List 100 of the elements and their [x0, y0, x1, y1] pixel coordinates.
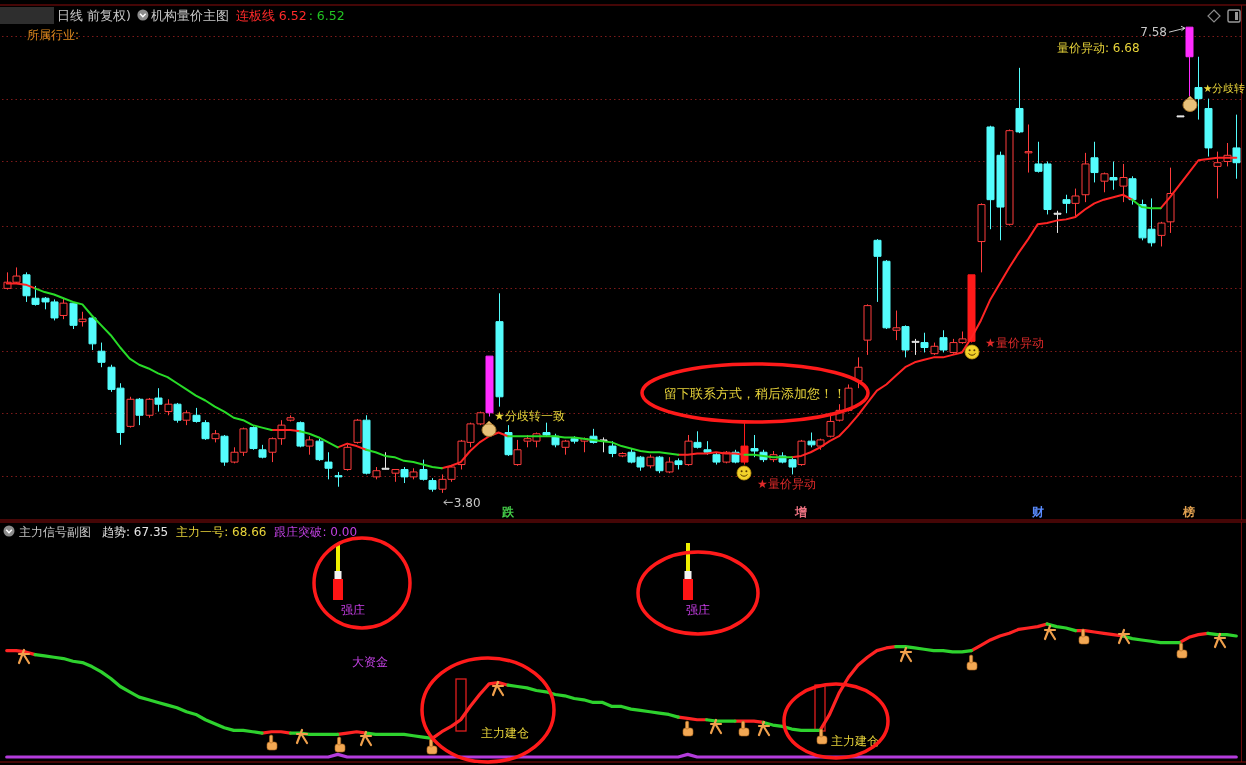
candlestick: [315, 438, 324, 462]
candlestick: [88, 314, 97, 351]
candlestick: [258, 444, 267, 459]
annotation: ★分歧转: [1203, 82, 1246, 94]
text: 主力一号: 68.66: [176, 525, 267, 539]
candlestick: [173, 402, 182, 424]
candlestick: [504, 424, 513, 457]
candlestick: [967, 274, 976, 344]
candlestick: [192, 407, 201, 424]
candlestick: [220, 434, 229, 467]
candlestick: [1204, 98, 1213, 158]
candlestick: [362, 414, 371, 475]
annotation: 3.80: [453, 495, 481, 510]
candlestick: [1090, 141, 1099, 183]
candlestick: [372, 466, 381, 480]
candlestick: [977, 202, 986, 273]
candlestick: [665, 456, 674, 474]
chart-subtitle: 机构量价主图: [150, 8, 229, 23]
candlestick: [1166, 167, 1175, 234]
annotation: 所属行业:: [27, 28, 80, 42]
candlestick: [1176, 115, 1185, 118]
candlestick: [164, 398, 173, 416]
candlestick: [684, 434, 693, 467]
candlestick: [703, 440, 712, 456]
candlestick: [12, 266, 21, 284]
x-tick-label: 财: [1030, 505, 1044, 519]
candlestick: [135, 397, 144, 426]
candlestick: [1119, 163, 1128, 203]
candlestick: [428, 477, 437, 493]
candlestick: [646, 454, 655, 469]
candlestick: [381, 451, 390, 470]
candlestick: [400, 466, 409, 484]
annotation: 主力建仓: [481, 726, 529, 740]
candlestick: [1071, 188, 1080, 218]
candlestick: [750, 434, 759, 458]
candlestick: [1213, 151, 1222, 199]
candlestick: [1157, 221, 1166, 247]
annotation: 留下联系方式，稍后添加您！！: [664, 386, 846, 401]
candlestick: [797, 439, 806, 467]
text: 趋势: 67.35: [102, 525, 169, 539]
candlestick: [1128, 175, 1137, 206]
candlestick: [1100, 172, 1109, 193]
annotation: : 6.52: [308, 8, 345, 23]
candlestick: [409, 467, 418, 480]
candlestick: [1232, 114, 1241, 180]
candlestick: [1194, 56, 1203, 121]
annotation: 连板线 6.52: [235, 8, 307, 23]
candlestick: [343, 444, 352, 472]
candlestick: [249, 425, 258, 451]
annotation: 大资金: [352, 655, 388, 669]
candlestick: [78, 311, 87, 328]
x-tick-label: 跌: [501, 505, 515, 519]
candlestick: [542, 422, 551, 437]
candlestick: [1062, 194, 1071, 214]
text: 强庄: [341, 603, 365, 617]
candlestick: [495, 292, 504, 408]
candlestick: [892, 310, 901, 341]
candlestick: [59, 297, 68, 320]
chart-title: 日线 前复权): [57, 8, 131, 23]
candlestick: [305, 435, 314, 456]
candlestick: [712, 451, 721, 466]
x-tick-label: 增: [794, 505, 808, 519]
annotation: 量价异动: 6.68: [1057, 41, 1140, 55]
candlestick: [807, 432, 816, 448]
candlestick: [419, 459, 428, 482]
candlestick: [391, 468, 400, 483]
candlestick: [353, 418, 362, 445]
candlestick: [1109, 160, 1118, 191]
annotation: ★分歧转一致: [494, 409, 565, 423]
candlestick: [97, 342, 106, 368]
candlestick: [882, 259, 891, 330]
candlestick: [674, 457, 683, 470]
candlestick: [939, 329, 948, 353]
candlestick: [513, 439, 522, 467]
candlestick: [618, 451, 627, 458]
candlestick: [154, 387, 163, 413]
candlestick: [740, 422, 749, 466]
candlestick: [1185, 26, 1194, 100]
candlestick: [920, 332, 929, 353]
candlestick: [69, 301, 78, 330]
annotation: 7.58: [1140, 25, 1167, 40]
candlestick: [485, 355, 494, 418]
candlestick: [1015, 67, 1024, 134]
candlestick: [1005, 128, 1014, 227]
candlestick: [286, 414, 295, 422]
candlestick: [182, 409, 191, 426]
candlestick: [561, 439, 570, 456]
candlestick: [1024, 124, 1033, 174]
candlestick: [201, 419, 210, 441]
candlestick: [1053, 210, 1062, 234]
candlestick: [693, 430, 702, 450]
candlestick: [145, 397, 154, 419]
candlestick: [334, 471, 343, 488]
candlestick: [570, 435, 579, 445]
text: 强庄: [686, 603, 710, 617]
text: 跟庄突破: 0.00: [274, 525, 358, 539]
annotation: ★量价异动: [985, 336, 1044, 350]
candlestick: [930, 342, 939, 356]
candlestick: [873, 238, 882, 303]
candlestick: [324, 451, 333, 480]
